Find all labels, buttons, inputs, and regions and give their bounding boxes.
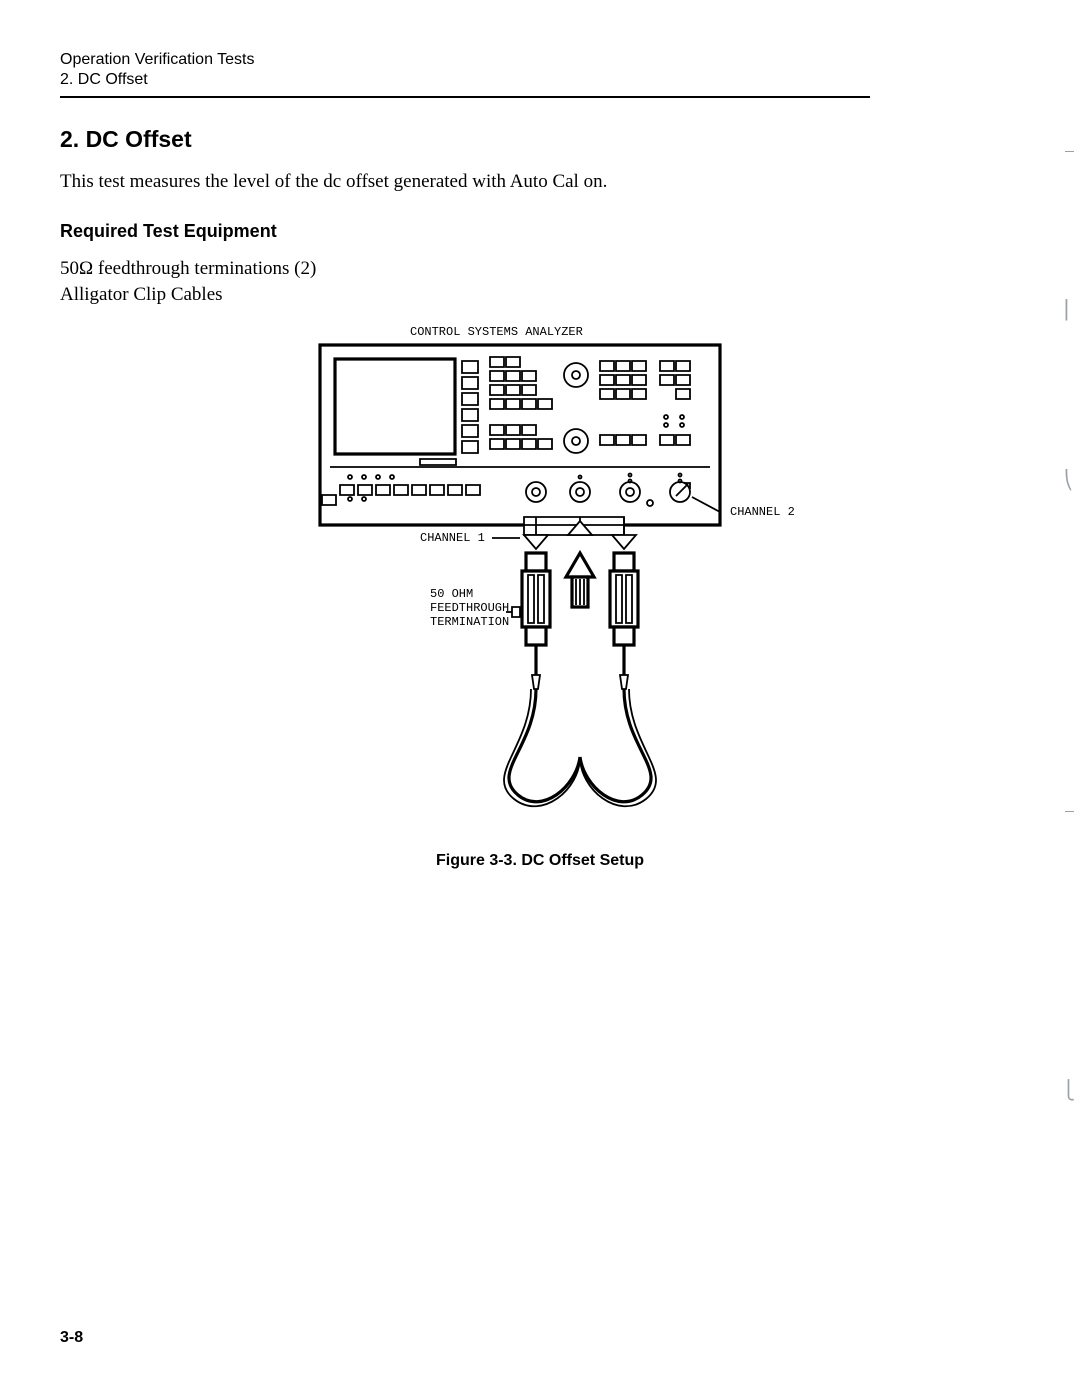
page-header: Operation Verification Tests 2. DC Offse… xyxy=(60,50,1020,90)
page-number: 3-8 xyxy=(60,1329,83,1347)
label-channel-2: CHANNEL 2 xyxy=(730,505,795,519)
feedthrough-ch1 xyxy=(522,553,550,645)
label-channel-1: CHANNEL 1 xyxy=(420,531,485,545)
scan-artifact: ⎯ xyxy=(1065,140,1074,161)
scan-artifact: ⎯ xyxy=(1065,800,1074,821)
dc-offset-setup-diagram: CONTROL SYSTEMS ANALYZER xyxy=(280,317,800,837)
diagram-title: CONTROL SYSTEMS ANALYZER xyxy=(410,325,583,339)
figure-caption: Figure 3-3. DC Offset Setup xyxy=(60,852,1020,870)
header-rule xyxy=(60,96,870,98)
equipment-heading: Required Test Equipment xyxy=(60,221,1020,242)
section-title: 2. DC Offset xyxy=(60,126,1020,153)
equipment-list: 50Ω feedthrough terminations (2) Alligat… xyxy=(60,256,1020,307)
label-term-2: FEEDTHROUGH xyxy=(430,601,509,615)
feedthrough-ch2 xyxy=(610,553,638,645)
center-probe xyxy=(566,553,594,607)
section-body: This test measures the level of the dc o… xyxy=(60,171,1020,193)
alligator-clip-left xyxy=(532,645,540,689)
equipment-item-1: 50Ω feedthrough terminations (2) xyxy=(60,256,1020,282)
scan-artifact: ⎢ xyxy=(1063,300,1074,321)
scan-artifact: ⎩ xyxy=(1063,1080,1074,1101)
equipment-item-2: Alligator Clip Cables xyxy=(60,282,1020,308)
label-term-1: 50 OHM xyxy=(430,587,473,601)
header-line-2: 2. DC Offset xyxy=(60,70,1020,90)
alligator-clip-right xyxy=(620,645,628,689)
label-term-3: TERMINATION xyxy=(430,615,509,629)
header-line-1: Operation Verification Tests xyxy=(60,50,1020,70)
figure-3-3: CONTROL SYSTEMS ANALYZER xyxy=(60,317,1020,870)
scan-artifact: ⎝ xyxy=(1063,470,1074,491)
